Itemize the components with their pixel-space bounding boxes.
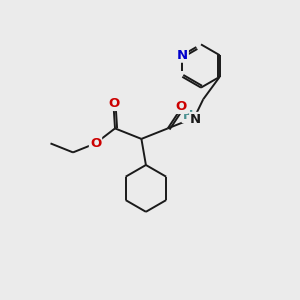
Text: O: O xyxy=(108,97,119,110)
Text: O: O xyxy=(90,137,101,150)
Text: N: N xyxy=(190,113,201,126)
Text: N: N xyxy=(177,49,188,62)
Text: O: O xyxy=(176,100,187,113)
Text: H: H xyxy=(182,109,193,122)
